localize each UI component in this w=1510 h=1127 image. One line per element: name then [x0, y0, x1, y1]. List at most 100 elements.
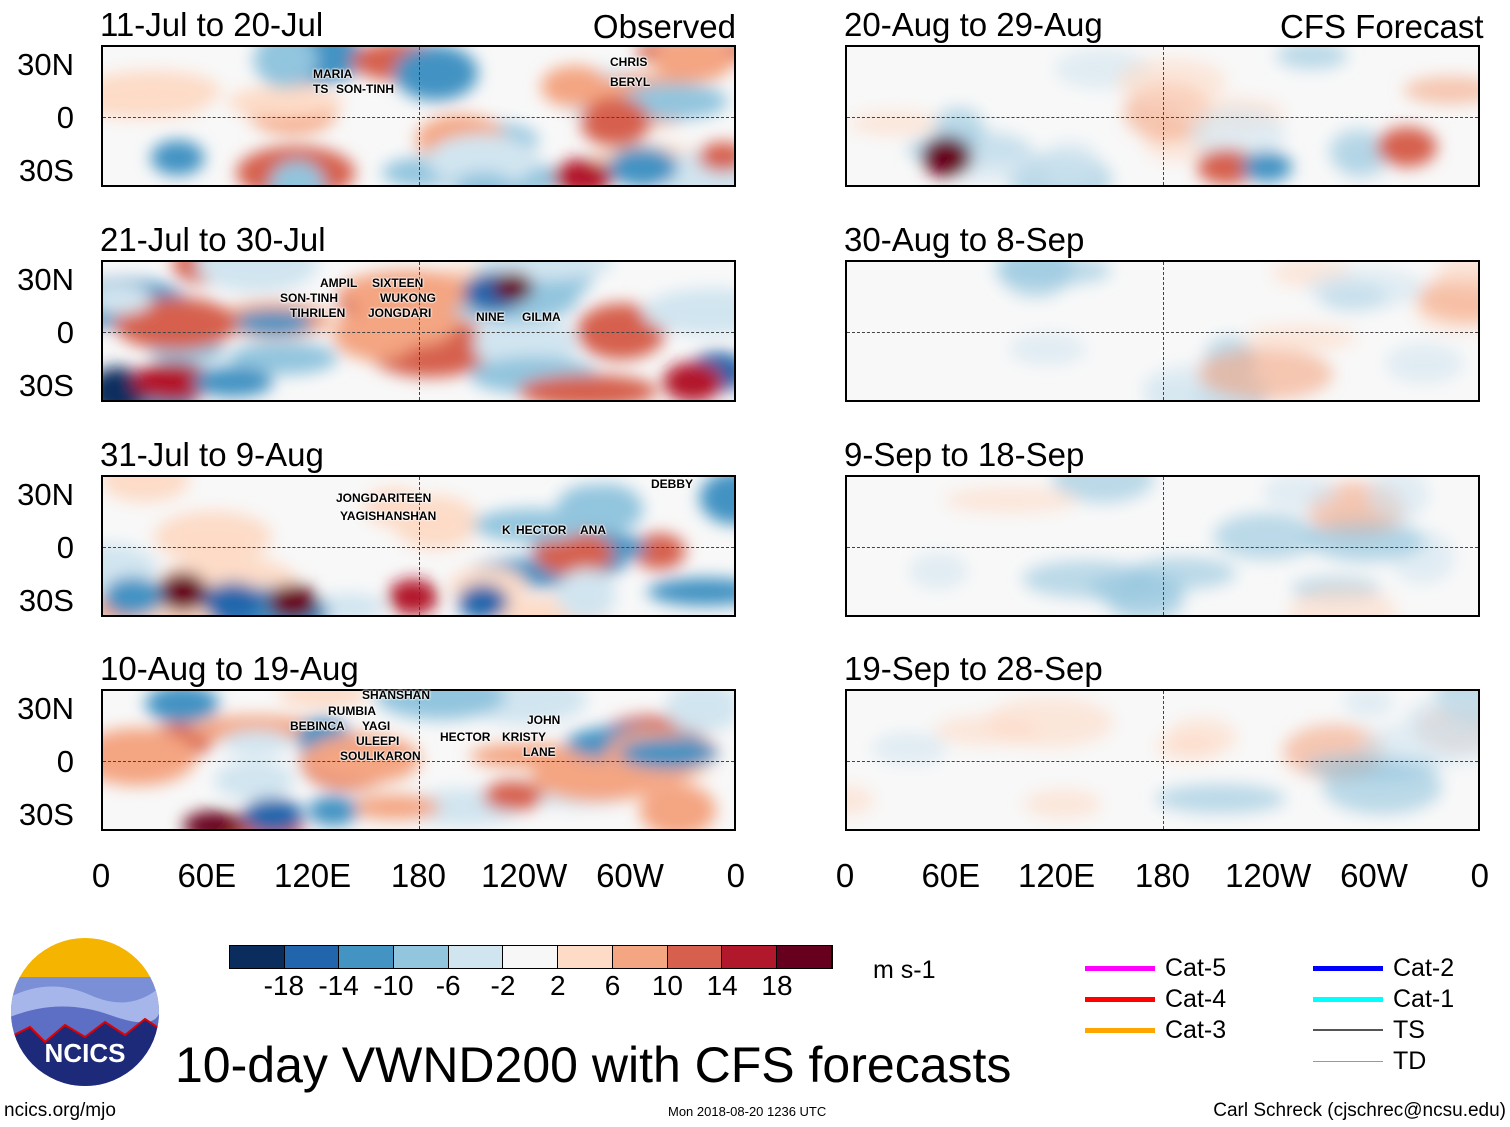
- colorbar-tick-label: -10: [373, 970, 414, 1001]
- wind-anomaly-blob: [663, 362, 723, 400]
- colorbar-tick-label: 18: [761, 970, 793, 1001]
- storm-label: JOHN: [527, 713, 561, 727]
- footer-author: Carl Schreck (cjschrec@ncsu.edu): [1213, 1100, 1506, 1121]
- wind-anomaly-blob: [1343, 691, 1394, 718]
- colorbar-swatch: [448, 946, 504, 968]
- wind-anomaly-blob: [1197, 347, 1334, 400]
- wind-anomaly-blob: [375, 691, 506, 720]
- legend-label: Cat-4: [1165, 985, 1227, 1013]
- colorbar-swatch: [339, 946, 395, 968]
- storm-label: YAGI: [362, 719, 391, 733]
- wind-anomaly-blob: [998, 262, 1073, 298]
- storm-label: RUMBIA: [328, 704, 376, 718]
- wind-anomaly-blob: [1008, 333, 1086, 366]
- latitude-label: 0: [56, 530, 74, 565]
- wind-anomaly-blob: [221, 729, 293, 756]
- wind-anomaly-blob: [388, 579, 438, 615]
- wind-anomaly-blob: [303, 734, 421, 785]
- storm-label: BERYL: [610, 75, 651, 89]
- wind-anomaly-blob: [1403, 76, 1478, 105]
- storm-label: SHANSHAN: [362, 688, 431, 702]
- wind-anomaly-blob: [1155, 734, 1219, 760]
- panel-title: 10-Aug to 19-Aug: [100, 650, 359, 687]
- wind-anomaly-blob: [1385, 343, 1464, 384]
- panel-label: CFS Forecast: [1280, 8, 1484, 45]
- storm-label: AMPIL: [320, 276, 358, 290]
- wind-anomaly-blob: [1367, 477, 1429, 521]
- colorbar-swatch: [722, 946, 777, 968]
- legend-line: [1085, 965, 1155, 971]
- wind-anomaly-blob: [1188, 107, 1286, 162]
- wind-anomaly-blob: [268, 584, 318, 615]
- longitude-label: 120W: [481, 857, 568, 894]
- wind-anomaly-blob: [556, 568, 617, 615]
- ncics-logo: NCICS: [11, 938, 159, 1086]
- wind-anomaly-blob: [393, 47, 478, 101]
- wind-anomaly-blob: [133, 362, 213, 400]
- latitude-label: 30N: [17, 47, 74, 82]
- footer-timestamp: Mon 2018-08-20 1236 UTC: [668, 1104, 827, 1119]
- wind-anomaly-blob: [103, 727, 197, 786]
- storm-label: SON-TINH: [280, 291, 338, 305]
- legend-label: Cat-1: [1393, 985, 1455, 1013]
- wind-anomaly-blob: [153, 511, 272, 564]
- storm-label: HECTOR: [516, 523, 567, 537]
- wind-anomaly-blob: [699, 477, 734, 525]
- storm-label: GILMA: [522, 310, 561, 324]
- wind-anomaly-blob: [665, 691, 734, 734]
- wind-anomaly-blob: [203, 582, 263, 615]
- map-panel: [101, 689, 736, 831]
- wind-anomaly-blob: [193, 367, 273, 397]
- wind-anomaly-blob: [213, 760, 295, 801]
- longitude-label: 0: [1470, 857, 1489, 894]
- wind-anomaly-blob: [1023, 789, 1102, 819]
- latitude-label: 30N: [17, 262, 74, 297]
- latitude-label: 30S: [18, 153, 74, 188]
- svg-text:NCICS: NCICS: [45, 1038, 126, 1068]
- wind-anomaly-blob: [458, 584, 508, 615]
- wind-anomaly-blob: [158, 572, 208, 612]
- legend-label: TD: [1393, 1047, 1427, 1075]
- panel-title: 30-Aug to 8-Sep: [844, 221, 1085, 258]
- storm-label: DEBBY: [651, 477, 694, 491]
- wind-anomaly-blob: [1197, 149, 1257, 185]
- colorbar-tick-label: -14: [318, 970, 359, 1001]
- wind-anomaly-blob: [1437, 262, 1478, 289]
- wind-anomaly-blob: [364, 487, 424, 527]
- latitude-label: 30S: [18, 797, 74, 832]
- panel-title: 21-Jul to 30-Jul: [100, 221, 326, 258]
- latitude-label: 0: [56, 744, 74, 779]
- wind-anomaly-blob: [534, 530, 614, 577]
- map-panel: [845, 45, 1480, 187]
- dateline: [1162, 477, 1164, 615]
- wind-anomaly-blob: [1361, 722, 1478, 767]
- wind-anomaly-blob: [150, 140, 205, 176]
- colorbar-swatch: [394, 946, 449, 968]
- wind-anomaly-blob: [103, 283, 152, 315]
- wind-anomaly-blob: [540, 65, 610, 108]
- wind-anomaly-blob: [315, 593, 385, 615]
- wind-anomaly-blob: [426, 133, 539, 185]
- dateline: [418, 262, 420, 400]
- dateline: [1162, 691, 1164, 829]
- latitude-label: 0: [56, 315, 74, 350]
- longitude-label: 60E: [177, 857, 237, 894]
- storm-label: JONGDARITEEN: [336, 491, 432, 505]
- wind-anomaly-blob: [189, 715, 323, 743]
- wind-anomaly-blob: [632, 533, 686, 570]
- wind-anomaly-blob: [114, 297, 238, 351]
- wind-anomaly-blob: [269, 160, 326, 185]
- storm-label: CHRIS: [610, 55, 648, 69]
- wind-anomaly-blob: [1246, 324, 1356, 352]
- wind-anomaly-blob: [1051, 477, 1154, 503]
- wind-anomaly-blob: [1145, 378, 1209, 400]
- colorbar-swatch: [776, 946, 832, 968]
- wind-anomaly-blob: [493, 272, 533, 302]
- dateline: [418, 47, 420, 185]
- storm-label: TIHRILEN: [290, 306, 346, 320]
- wind-anomaly-blob: [483, 781, 543, 811]
- legend-line: [1313, 1029, 1383, 1031]
- wind-anomaly-blob: [1276, 47, 1348, 70]
- wind-anomaly-blob: [183, 811, 243, 829]
- panel-title: 20-Aug to 29-Aug: [844, 6, 1103, 43]
